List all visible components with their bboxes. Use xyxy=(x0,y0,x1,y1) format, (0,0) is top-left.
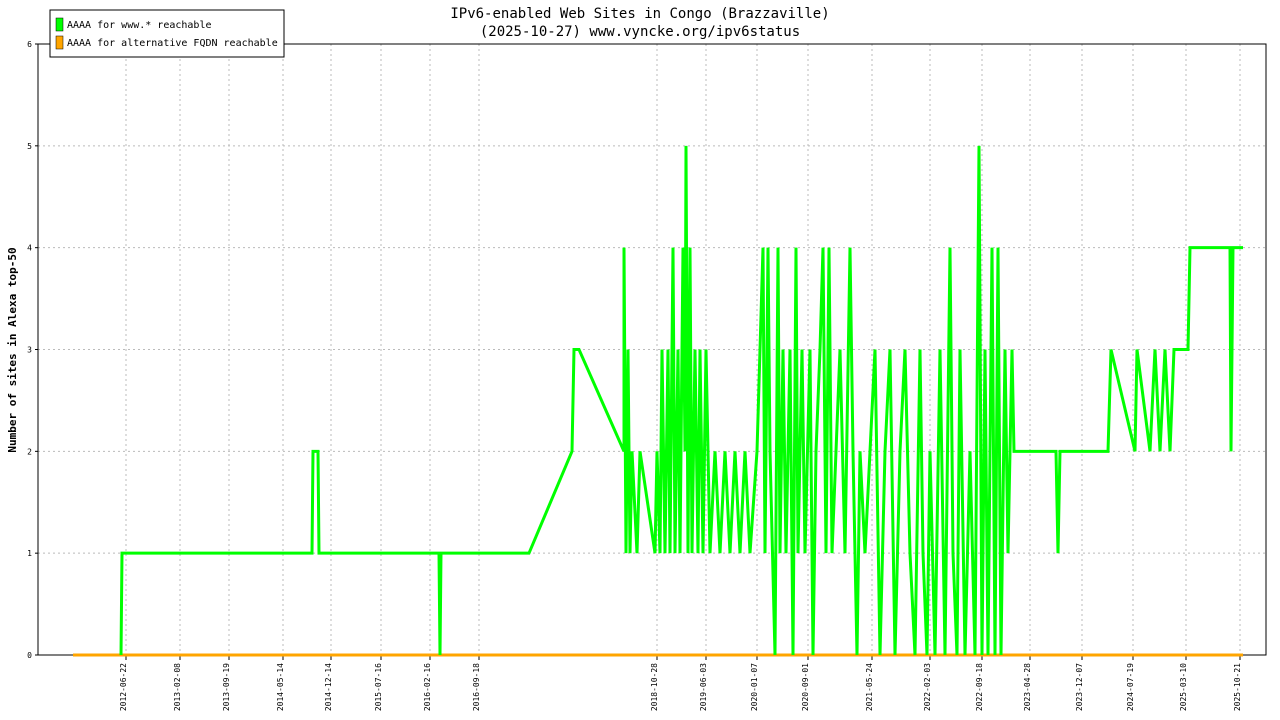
x-tick-label: 2019-06-03 xyxy=(699,663,708,711)
chart-subtitle: (2025-10-27) www.vyncke.org/ipv6status xyxy=(480,24,800,40)
x-tick-label: 2016-02-16 xyxy=(423,663,432,711)
x-tick-label: 2021-05-24 xyxy=(865,663,874,711)
y-tick-label: 4 xyxy=(27,244,32,253)
legend-swatch xyxy=(55,17,64,32)
x-tick-label: 2014-12-14 xyxy=(324,663,333,711)
y-tick-label: 5 xyxy=(27,142,32,151)
x-tick-label: 2013-02-08 xyxy=(173,663,182,711)
y-tick-label: 6 xyxy=(27,40,32,49)
x-tick-label: 2022-09-18 xyxy=(975,663,984,711)
x-tick-label: 2018-10-28 xyxy=(650,663,659,711)
x-tick-label: 2012-06-22 xyxy=(119,663,128,711)
x-tick-label: 2016-09-18 xyxy=(472,663,481,711)
chart-title: IPv6-enabled Web Sites in Congo (Brazzav… xyxy=(450,6,829,22)
legend-label: AAAA for alternative FQDN reachable xyxy=(67,38,278,49)
x-tick-label: 2015-07-16 xyxy=(374,663,383,711)
y-tick-label: 1 xyxy=(27,549,32,558)
x-tick-label: 2014-05-14 xyxy=(276,663,285,711)
series-line xyxy=(119,145,1243,656)
x-tick-label: 2022-02-03 xyxy=(923,663,932,711)
y-tick-label: 0 xyxy=(27,651,32,660)
y-tick-label: 2 xyxy=(27,447,32,456)
x-tick-label: 2020-09-01 xyxy=(801,663,810,711)
x-tick-label: 2023-04-28 xyxy=(1023,663,1032,711)
x-tick-label: 2013-09-19 xyxy=(222,663,231,711)
x-tick-label: 2020-01-07 xyxy=(750,663,759,711)
y-tick-label: 3 xyxy=(27,346,32,355)
legend-label: AAAA for www.* reachable xyxy=(67,20,212,31)
x-tick-label: 2024-07-19 xyxy=(1126,663,1135,711)
legend-swatch xyxy=(55,35,64,50)
x-tick-label: 2023-12-07 xyxy=(1075,663,1084,711)
x-tick-label: 2025-10-21 xyxy=(1233,663,1242,711)
y-axis-label: Number of sites in Alexa top-50 xyxy=(6,247,19,452)
legend-box xyxy=(49,9,285,58)
x-tick-label: 2025-03-10 xyxy=(1179,663,1188,711)
